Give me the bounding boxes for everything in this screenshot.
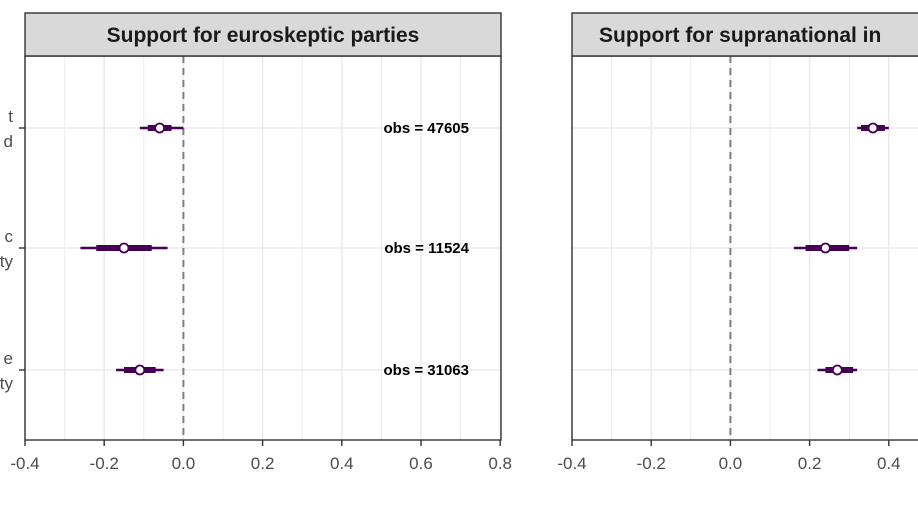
facet-title: Support for supranational in — [599, 24, 881, 47]
obs-count-label: obs = 11524 — [384, 240, 469, 257]
x-tick-label: 0.4 — [877, 454, 901, 473]
point-estimate — [820, 242, 831, 254]
obs-count-label: obs = 47605 — [384, 120, 469, 137]
x-tick-label: 0.2 — [251, 454, 275, 473]
estimate-row-2 — [793, 242, 858, 254]
estimate-row-2: obs = 11524 — [80, 240, 470, 257]
estimate-row-1: obs = 47605 — [139, 120, 469, 137]
obs-count-label: obs = 31063 — [384, 362, 469, 379]
x-tick-label: -0.4 — [10, 454, 39, 473]
estimate-row-1 — [857, 122, 889, 134]
y-axis-label-line-1: t — [8, 107, 13, 126]
x-tick-label: 0.2 — [798, 454, 822, 473]
x-tick-label: 0.0 — [719, 454, 743, 473]
x-tick-label: 0.6 — [409, 454, 433, 473]
facet-strip — [571, 12, 918, 57]
x-tick-label: 0.4 — [330, 454, 354, 473]
facet-panel-2: Support for supranational in -0.4 -0.2 0.0 0… — [557, 12, 918, 473]
x-tick-label: 0.8 — [488, 454, 512, 473]
y-axis-label-line-2: d — [4, 132, 13, 151]
x-tick-label: -0.2 — [637, 454, 666, 473]
x-tick-label: -0.2 — [90, 454, 119, 473]
facet-strip — [24, 12, 502, 57]
point-estimate — [134, 364, 146, 376]
facet-title: Support for euroskeptic parties — [107, 24, 420, 47]
estimate-row-3 — [817, 364, 858, 376]
point-estimate — [118, 242, 130, 254]
point-estimate — [154, 122, 166, 134]
y-axis-label-line-1: e — [4, 349, 13, 368]
x-tick-label: -0.4 — [557, 454, 586, 473]
y-axis-label-line-2: ty — [0, 252, 13, 271]
point-estimate — [831, 364, 843, 376]
estimate-row-3: obs = 31063 — [116, 362, 469, 379]
x-tick-label: 0.0 — [172, 454, 196, 473]
y-axis-label-line-1: c — [5, 227, 14, 246]
y-axis-label-line-2: ty — [0, 374, 13, 393]
point-estimate — [867, 122, 879, 134]
